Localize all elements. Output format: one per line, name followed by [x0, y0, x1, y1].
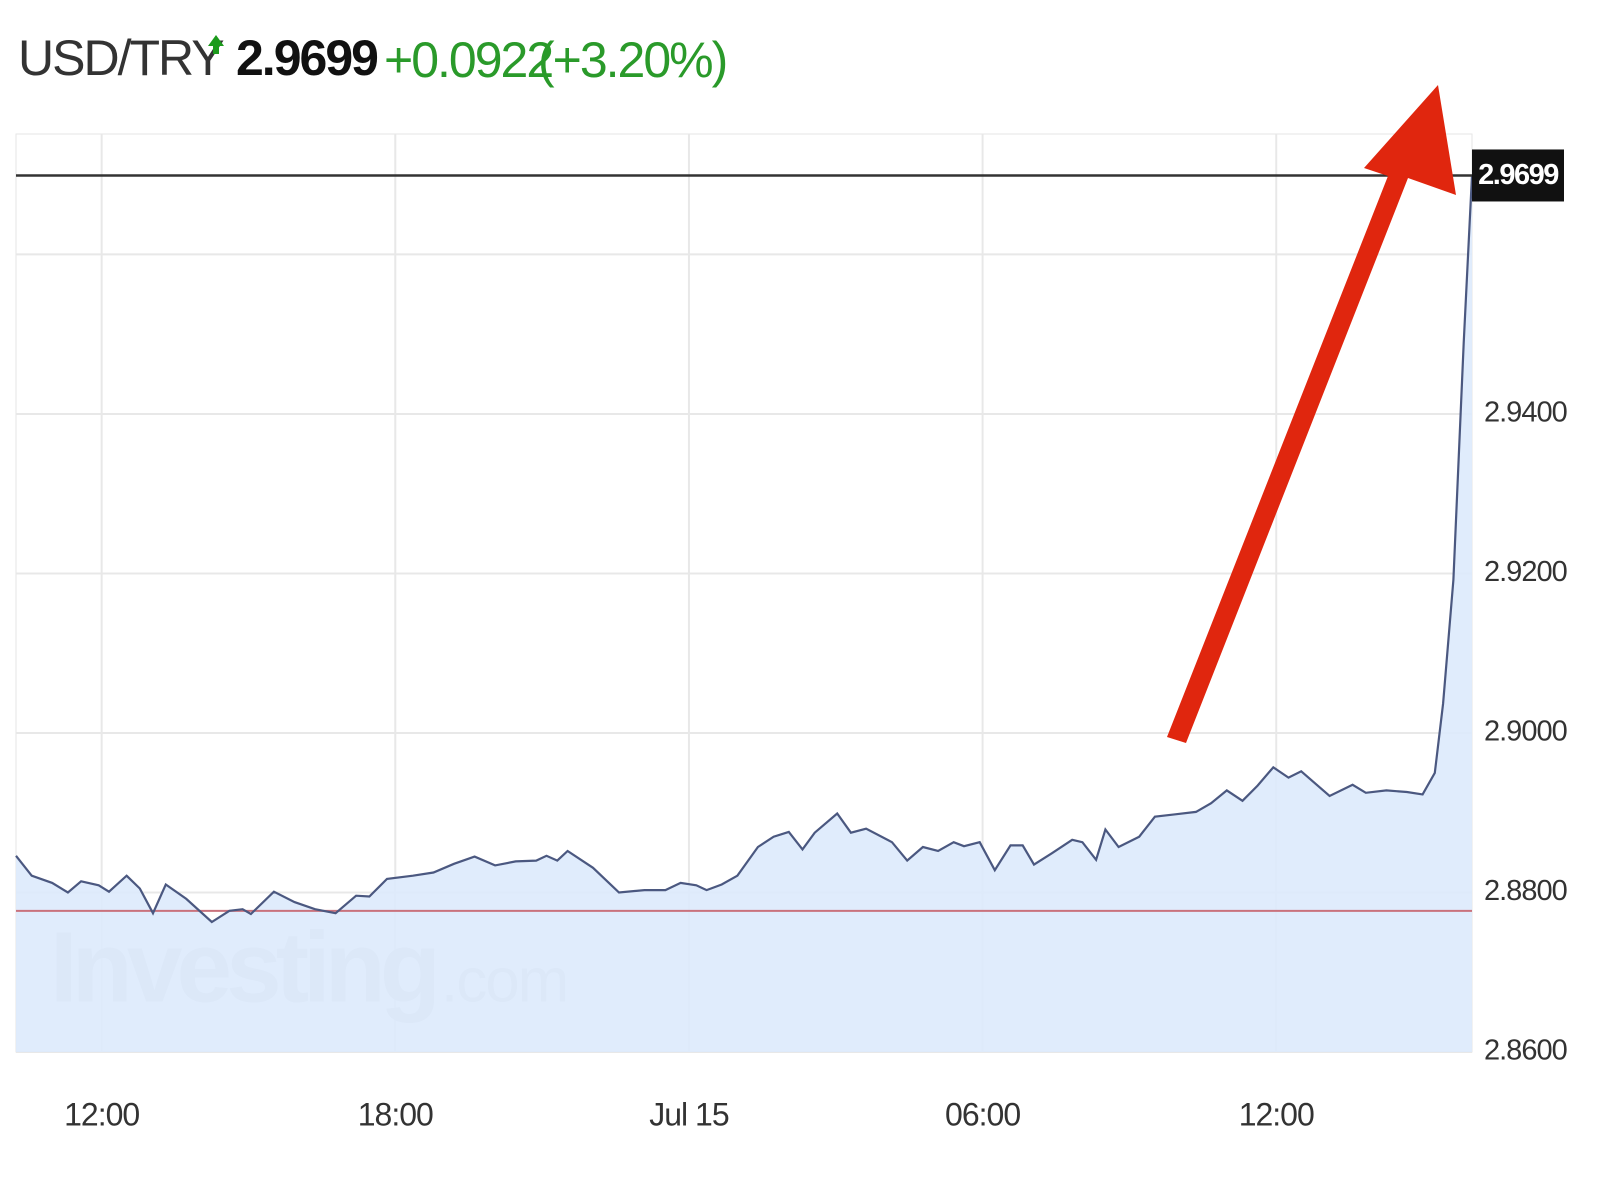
up-arrow: [208, 35, 224, 54]
last-price: 2.9699: [236, 30, 377, 86]
y-tick-label: 2.9200: [1484, 556, 1567, 588]
annotation-arrow: [1167, 85, 1456, 743]
chart-title: USD/TRY: [18, 30, 224, 86]
y-tick-label: 2.8800: [1484, 875, 1567, 907]
area-fill: [16, 175, 1472, 1052]
price-box-label: 2.9699: [1478, 159, 1559, 191]
y-tick-label: 2.9400: [1484, 397, 1567, 429]
y-tick-label: 2.9000: [1484, 716, 1567, 748]
price-box: [1472, 149, 1564, 202]
change-pct: (+3.20%): [538, 32, 726, 88]
x-tick-label: 12:00: [64, 1096, 139, 1132]
x-tick-label: Jul 15: [649, 1096, 729, 1132]
x-tick-label: 06:00: [945, 1096, 1020, 1132]
price-line: [15, 175, 1474, 924]
y-tick-label: 2.8600: [1484, 1035, 1567, 1067]
x-tick-label: 12:00: [1239, 1096, 1314, 1132]
x-tick-label: 18:00: [358, 1096, 433, 1132]
change: +0.0922: [384, 32, 552, 88]
